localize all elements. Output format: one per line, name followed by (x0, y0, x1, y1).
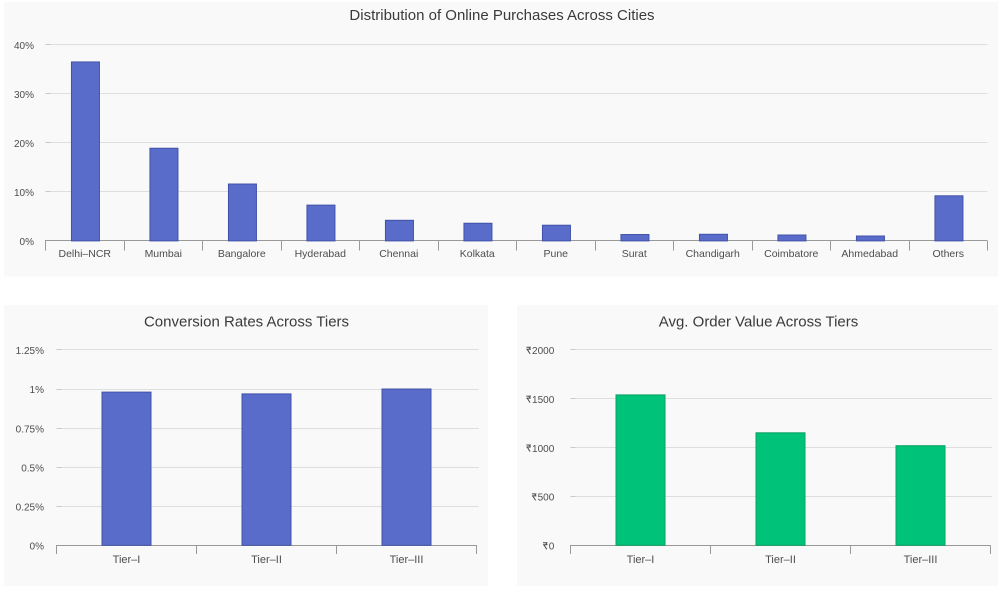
svg-text:Chennai: Chennai (379, 248, 418, 260)
svg-text:Tier–I: Tier–I (113, 554, 141, 566)
svg-text:Distribution of Online Purchas: Distribution of Online Purchases Across … (349, 7, 654, 24)
svg-text:40%: 40% (14, 41, 34, 52)
svg-text:10%: 10% (14, 188, 34, 199)
svg-text:Kolkata: Kolkata (460, 248, 495, 260)
svg-text:0.75%: 0.75% (16, 424, 44, 435)
svg-text:Hyderabad: Hyderabad (295, 248, 347, 260)
svg-text:0.5%: 0.5% (21, 463, 44, 474)
svg-text:Surat: Surat (622, 248, 647, 260)
svg-text:Mumbai: Mumbai (145, 248, 182, 260)
svg-text:Tier–III: Tier–III (904, 554, 938, 566)
svg-text:0%: 0% (30, 542, 45, 553)
svg-text:500: 500 (538, 493, 555, 504)
svg-text:Delhi–NCR: Delhi–NCR (58, 248, 111, 260)
svg-text:20%: 20% (14, 139, 34, 150)
svg-text:1500: 1500 (532, 395, 555, 406)
svg-text:Others: Others (932, 248, 964, 260)
svg-text:Tier–I: Tier–I (627, 554, 655, 566)
svg-text:Tier–III: Tier–III (390, 554, 424, 566)
svg-text:0: 0 (549, 542, 555, 553)
svg-text:2000: 2000 (532, 346, 555, 357)
svg-text:1000: 1000 (532, 444, 555, 455)
svg-text:Tier–II: Tier–II (765, 554, 796, 566)
svg-text:Avg. Order Value Across Tiers: Avg. Order Value Across Tiers (659, 314, 859, 331)
svg-text:Ahmedabad: Ahmedabad (841, 248, 898, 260)
svg-text:30%: 30% (14, 90, 34, 101)
svg-text:Tier–II: Tier–II (251, 554, 282, 566)
svg-text:Pune: Pune (543, 248, 568, 260)
svg-text:1.25%: 1.25% (16, 346, 44, 357)
svg-text:Chandigarh: Chandigarh (686, 248, 740, 260)
svg-text:0%: 0% (20, 237, 35, 248)
svg-text:Coimbatore: Coimbatore (764, 248, 818, 260)
svg-text:Bangalore: Bangalore (218, 248, 266, 260)
svg-text:1%: 1% (30, 385, 45, 396)
svg-text:Conversion Rates Across Tiers: Conversion Rates Across Tiers (144, 314, 349, 331)
svg-text:0.25%: 0.25% (16, 502, 44, 513)
